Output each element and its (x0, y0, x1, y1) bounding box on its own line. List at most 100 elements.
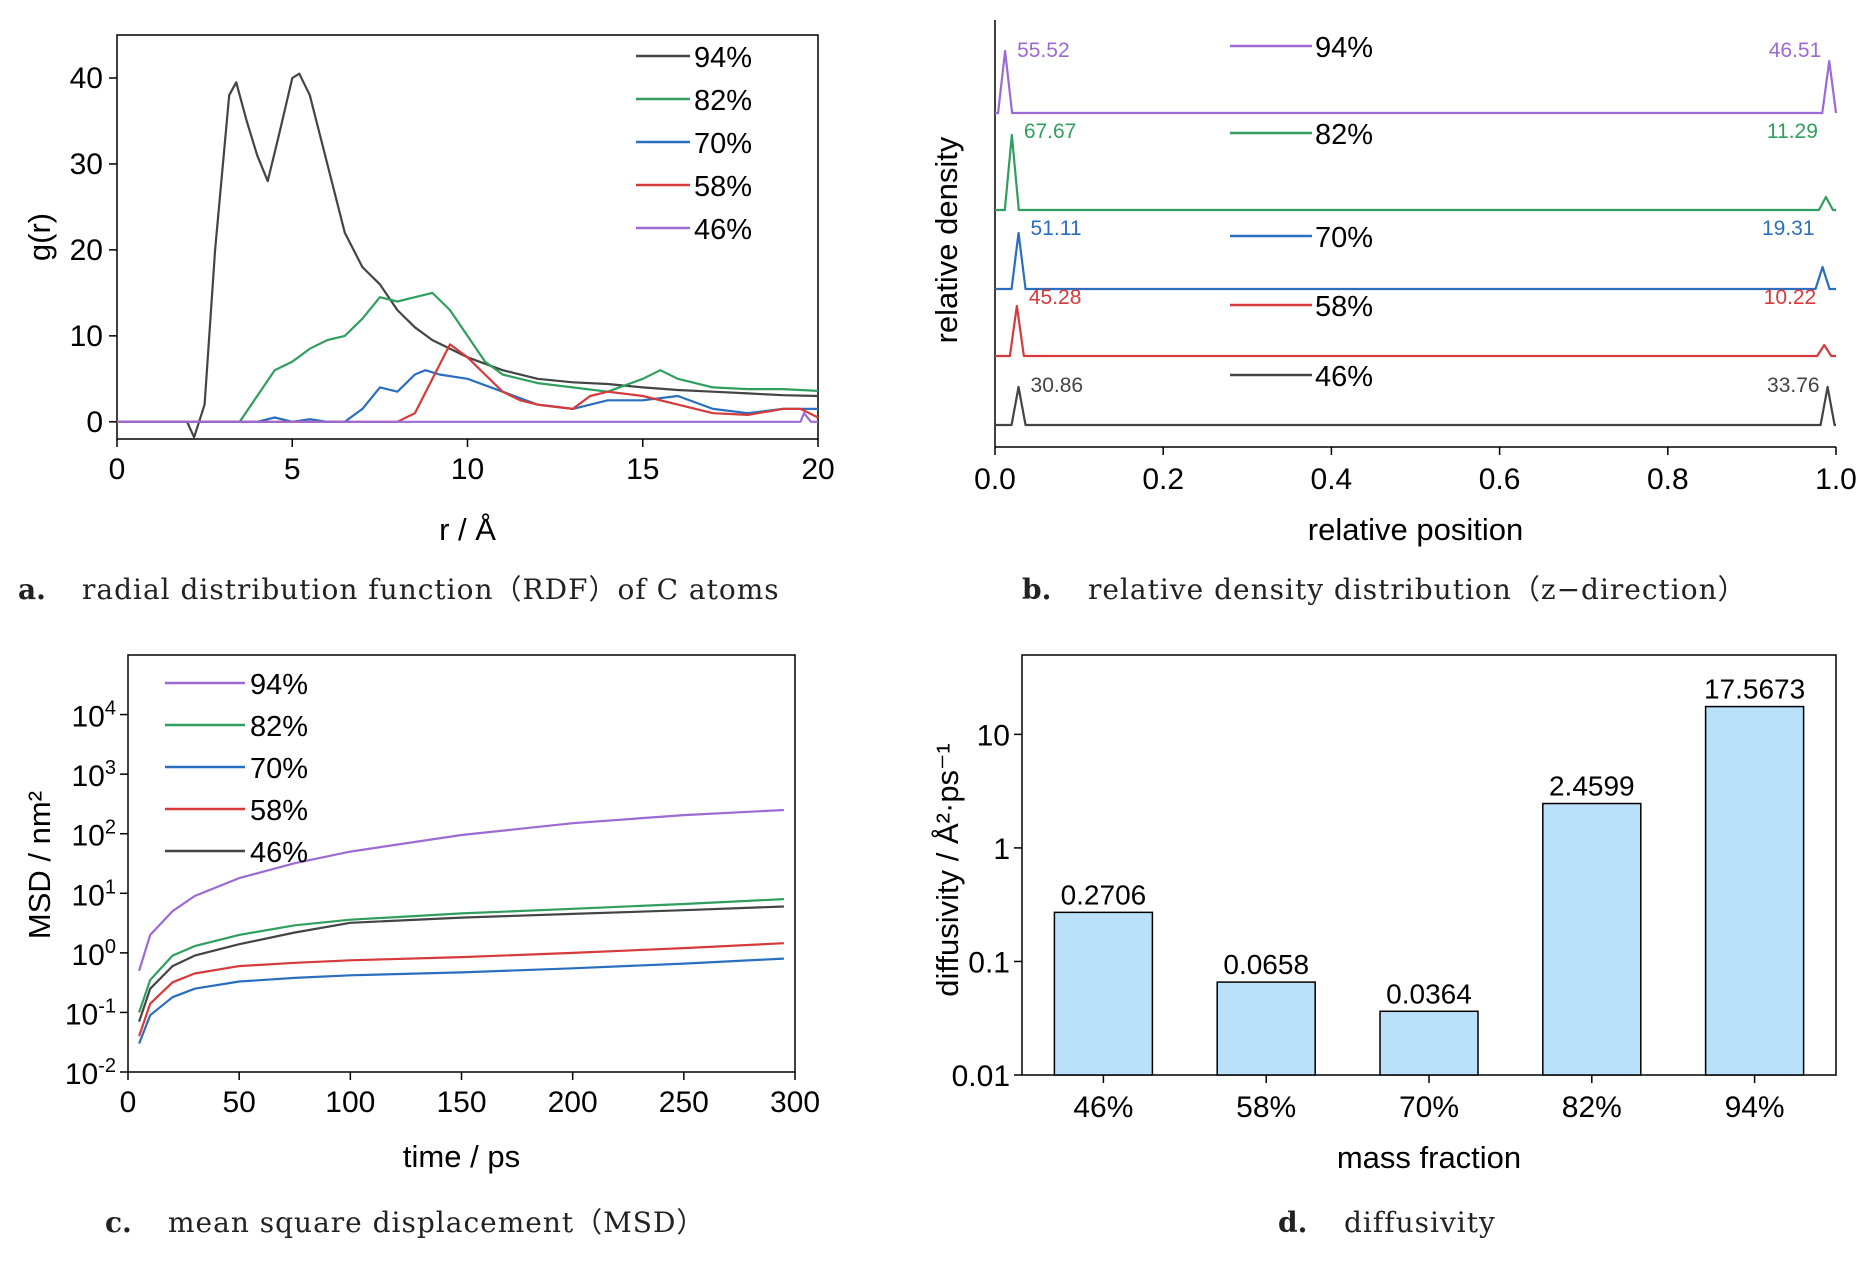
legend-label-94%: 94% (250, 669, 308, 701)
panel-a-rdf-chart: 0 5 10 15 20 0 10 20 30 40 r / Å g(r) 94% 82% 70% 58% 46… (22, 34, 835, 547)
x-tick-label: 0.2 (1142, 463, 1184, 496)
left-peak-label-82%: 67.67 (1024, 120, 1077, 143)
bar-value-label-82%: 2.4599 (1549, 771, 1635, 802)
x-tick-label: 0 (109, 453, 126, 486)
x-tick-label: 20 (801, 453, 834, 486)
y-tick-label: 0 (86, 406, 103, 439)
x-tick-label: 5 (284, 453, 301, 486)
series-line-70% (117, 369, 818, 423)
x-tick-label: 15 (626, 453, 659, 486)
x-tick-label: 0.6 (1479, 463, 1521, 496)
legend-label-46%: 46% (250, 837, 308, 869)
legend-label-70%: 70% (250, 753, 308, 785)
density-line-94% (995, 49, 1838, 115)
y-tick-label: 30 (70, 148, 103, 181)
right-peak-label-70%: 19.31 (1762, 217, 1815, 240)
caption-d-letter: d. (1278, 1206, 1307, 1239)
y-tick-label: 103 (72, 757, 117, 793)
bar-46% (1053, 911, 1154, 1076)
bar-value-label-58%: 0.0658 (1223, 949, 1309, 980)
x-tick-label: 0.8 (1647, 463, 1689, 496)
msd-line-94% (138, 808, 784, 972)
x-tick-label: 10 (451, 453, 484, 486)
y-tick-label: 100 (72, 936, 117, 972)
y-axis-label: diffusivity / Å²·ps⁻¹ (930, 743, 965, 997)
msd-line-70% (138, 957, 784, 1045)
legend-label-94%: 94% (1315, 32, 1373, 64)
bar-94% (1704, 705, 1805, 1076)
legend-label-58%: 58% (1315, 291, 1373, 323)
bar-70% (1379, 1010, 1479, 1076)
caption-c-text: mean square displacement（MSD） (168, 1206, 705, 1239)
legend-label-82%: 82% (694, 85, 752, 117)
x-axis-label: time / ps (403, 1139, 520, 1174)
x-tick-label-94%: 94% (1725, 1091, 1785, 1124)
x-tick-label: 200 (548, 1086, 598, 1119)
msd-line-58% (138, 942, 784, 1037)
series-line-82% (117, 291, 819, 423)
legend-label-70%: 70% (1315, 222, 1373, 254)
x-tick-label: 0.4 (1311, 463, 1353, 496)
x-tick-label: 50 (222, 1086, 255, 1119)
y-axis-label: MSD / nm² (22, 791, 57, 939)
y-tick-label: 10-2 (65, 1055, 116, 1091)
y-tick-label: 102 (72, 817, 117, 853)
bar-82% (1542, 802, 1642, 1076)
y-tick-label: 104 (72, 698, 117, 734)
bar-58% (1216, 981, 1316, 1076)
y-tick-label: 10-1 (65, 995, 116, 1031)
y-tick-label: 20 (70, 234, 103, 267)
density-line-58% (995, 304, 1836, 358)
panel-c-msd-chart: 0 50 100 150 200 250 300 10-2 10-1 100 101 102 103 10… (22, 654, 820, 1174)
legend-label-58%: 58% (250, 795, 308, 827)
density-line-70% (995, 231, 1836, 291)
right-peak-label-82%: 11.29 (1767, 120, 1818, 143)
bar-value-label-70%: 0.0364 (1386, 978, 1472, 1009)
msd-line-46% (138, 905, 784, 1023)
y-axis-label: g(r) (22, 213, 57, 261)
legend-label-46%: 46% (694, 214, 752, 246)
panel-b-density-chart: 0.0 0.2 0.4 0.6 0.8 1.0 relative position relat… (929, 20, 1857, 547)
bar-value-label-94%: 17.5673 (1704, 674, 1805, 705)
x-tick-label: 0 (120, 1086, 137, 1119)
x-axis-label: r / Å (439, 512, 496, 547)
y-tick-label: 101 (72, 876, 117, 912)
x-tick-label: 100 (325, 1086, 375, 1119)
x-tick-label: 250 (659, 1086, 709, 1119)
legend-label-82%: 82% (1315, 119, 1373, 151)
series-line-58% (117, 343, 819, 423)
series-line-46% (117, 412, 818, 423)
y-axis-label: relative density (929, 136, 964, 343)
x-tick-label: 0.0 (974, 463, 1016, 496)
legend-label-58%: 58% (694, 171, 752, 203)
x-tick-label-46%: 46% (1073, 1091, 1133, 1124)
legend-label-82%: 82% (250, 711, 308, 743)
y-tick-label: 0.01 (952, 1060, 1010, 1093)
x-axis-label: relative position (1308, 512, 1523, 547)
right-peak-label-94%: 46.51 (1769, 39, 1822, 62)
right-peak-label-46%: 33.76 (1767, 374, 1820, 397)
x-tick-label: 150 (436, 1086, 486, 1119)
x-tick-label-58%: 58% (1236, 1091, 1296, 1124)
y-tick-label: 10 (70, 320, 103, 353)
panel-d-diffusivity-chart: 0.01 0.1 1 10 0.2706 46% 0.0658 58% 0.0364 70% 2.4… (930, 654, 1837, 1175)
caption-b-text: relative density distribution（z−directio… (1088, 573, 1747, 606)
caption-c-letter: c. (105, 1206, 132, 1239)
msd-line-82% (138, 898, 784, 1013)
series-line-94% (117, 72, 819, 439)
plot-frame (127, 654, 796, 1073)
density-line-82% (995, 133, 1836, 212)
y-tick-label: 40 (70, 62, 103, 95)
legend-label-46%: 46% (1315, 361, 1373, 393)
legend-label-70%: 70% (694, 128, 752, 160)
x-tick-label: 300 (770, 1086, 820, 1119)
x-axis-label: mass fraction (1337, 1140, 1521, 1175)
caption-a-text: radial distribution function（RDF）of C at… (82, 573, 780, 606)
left-peak-label-70%: 51.11 (1031, 217, 1082, 240)
left-peak-label-46%: 30.86 (1031, 374, 1084, 397)
y-tick-label: 0.1 (968, 946, 1010, 979)
x-tick-label-82%: 82% (1562, 1091, 1622, 1124)
legend-label-94%: 94% (694, 42, 752, 74)
left-peak-label-94%: 55.52 (1017, 39, 1070, 62)
caption-a-letter: a. (18, 573, 46, 606)
